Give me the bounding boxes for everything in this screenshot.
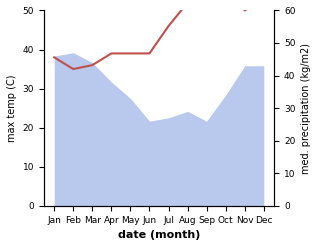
- Y-axis label: max temp (C): max temp (C): [7, 74, 17, 142]
- X-axis label: date (month): date (month): [118, 230, 200, 240]
- Y-axis label: med. precipitation (kg/m2): med. precipitation (kg/m2): [301, 43, 311, 174]
